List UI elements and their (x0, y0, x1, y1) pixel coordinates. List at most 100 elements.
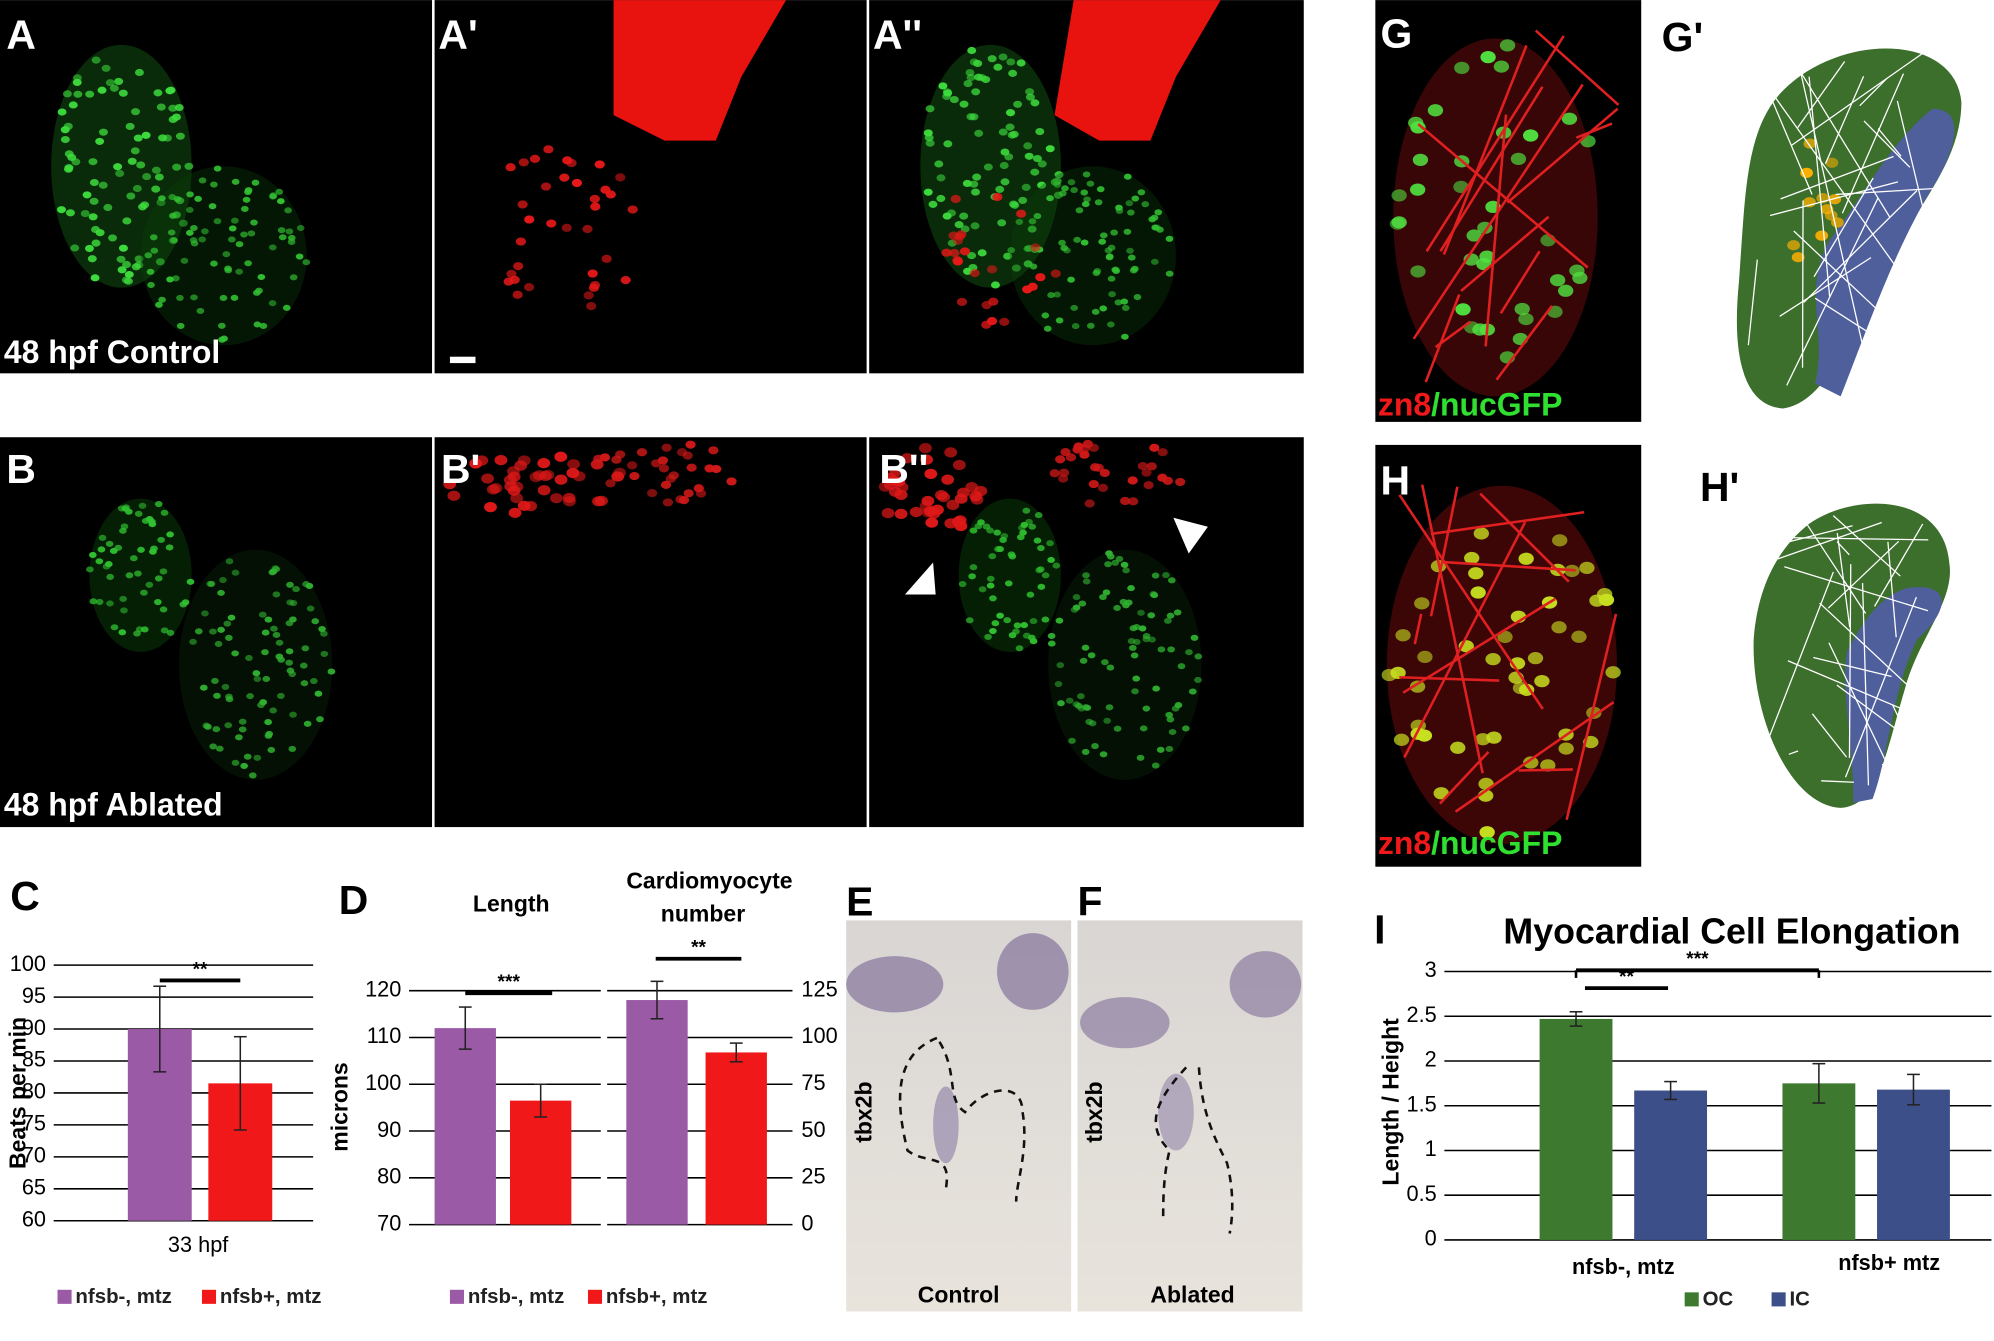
nucleus (1171, 705, 1180, 712)
nucleus (1099, 594, 1107, 601)
nucleus (506, 269, 517, 278)
nucleus (1120, 496, 1131, 506)
nucleus (217, 589, 225, 596)
cell-border (1797, 61, 1846, 128)
nucleus (1137, 609, 1145, 616)
error-bar (1664, 1080, 1678, 1101)
nucleus (282, 304, 291, 311)
nucleus (988, 553, 997, 560)
nucleus (1096, 186, 1105, 193)
legend-swatch (57, 1289, 72, 1304)
membrane (1518, 768, 1573, 772)
nucleus (1572, 271, 1588, 285)
nucleus (593, 454, 604, 463)
nucleus (1070, 186, 1078, 194)
nucleus (996, 612, 1004, 619)
cell-border (1832, 515, 1901, 577)
nucleus (145, 581, 154, 588)
cell-border (1780, 155, 1894, 200)
nucleus (503, 277, 514, 286)
y-tick-label: 50 (801, 1117, 825, 1142)
nucleus (157, 536, 165, 543)
nucleus (1000, 148, 1010, 156)
nucleus (134, 255, 144, 263)
nucleus (178, 219, 188, 227)
panel-label: G (1380, 10, 1412, 56)
nucleus (272, 631, 281, 638)
nucleus (1185, 649, 1193, 656)
nucleus (320, 630, 328, 637)
nucleus (87, 255, 97, 263)
nucleus (91, 56, 101, 64)
nucleus (1060, 244, 1069, 252)
cell-border (1757, 72, 1933, 318)
nucleus (1514, 302, 1530, 316)
nucleus (950, 194, 961, 204)
nucleus (1131, 688, 1139, 695)
nucleus (1105, 254, 1114, 261)
nucleus (695, 489, 707, 498)
nucleus (180, 257, 189, 264)
cell-border (1835, 187, 1940, 196)
nucleus (231, 178, 240, 185)
nucleus (190, 294, 198, 301)
nucleus (301, 645, 310, 652)
nucleus (1046, 540, 1054, 547)
y-axis-label: microns (327, 1062, 353, 1151)
nucleus (105, 540, 114, 547)
nucleus (1000, 532, 1009, 540)
cell-border (1874, 523, 1924, 607)
nucleus (166, 531, 174, 538)
nucleus (1139, 725, 1148, 732)
nucleus (198, 177, 207, 184)
nucleus (207, 580, 216, 587)
nucleus (660, 480, 672, 489)
nucleus (224, 265, 232, 272)
y-tick-label: 75 (22, 1111, 46, 1136)
nucleus (970, 222, 980, 230)
nucleus (1190, 634, 1199, 641)
nucleus (881, 508, 895, 519)
nucleus (613, 467, 627, 478)
nucleus (1041, 616, 1050, 623)
nucleus (275, 188, 284, 195)
nucleus (225, 693, 233, 700)
nucleus (507, 466, 520, 477)
outline (1154, 1066, 1234, 1234)
nucleus (106, 573, 114, 580)
nucleus (589, 194, 600, 204)
cell-border (1779, 257, 1872, 317)
nucleus (1049, 469, 1060, 478)
nucleus (1009, 130, 1019, 138)
cell-border (1780, 525, 1853, 545)
nucleus (550, 493, 563, 504)
nucleus (1028, 523, 1037, 530)
y-tick-label: 75 (801, 1070, 825, 1095)
nucleus (154, 500, 163, 508)
bar (510, 1100, 572, 1225)
gene-label: tbx2b (851, 1081, 877, 1142)
cell-border (1788, 750, 1799, 755)
nucleus (231, 650, 239, 657)
panel-label: H' (1700, 464, 1739, 510)
cell-border (1848, 564, 1852, 758)
nucleus (97, 86, 107, 94)
nucleus (1006, 58, 1016, 66)
nucleus (289, 274, 298, 281)
significance-label: ** (1619, 967, 1634, 988)
nucleus (1088, 720, 1097, 727)
nucleus (1165, 235, 1174, 242)
nucleus (120, 607, 128, 614)
nucleus (269, 192, 278, 199)
nucleus (1106, 664, 1115, 671)
nucleus (1557, 284, 1574, 297)
nucleus (1824, 210, 1838, 221)
nucleus (954, 221, 964, 229)
nucleus (138, 502, 147, 509)
nucleus (261, 629, 270, 636)
nucleus (1479, 826, 1495, 839)
nucleus (1512, 681, 1529, 695)
nucleus (136, 161, 146, 169)
nucleus (513, 262, 524, 271)
nucleus (1166, 716, 1175, 723)
